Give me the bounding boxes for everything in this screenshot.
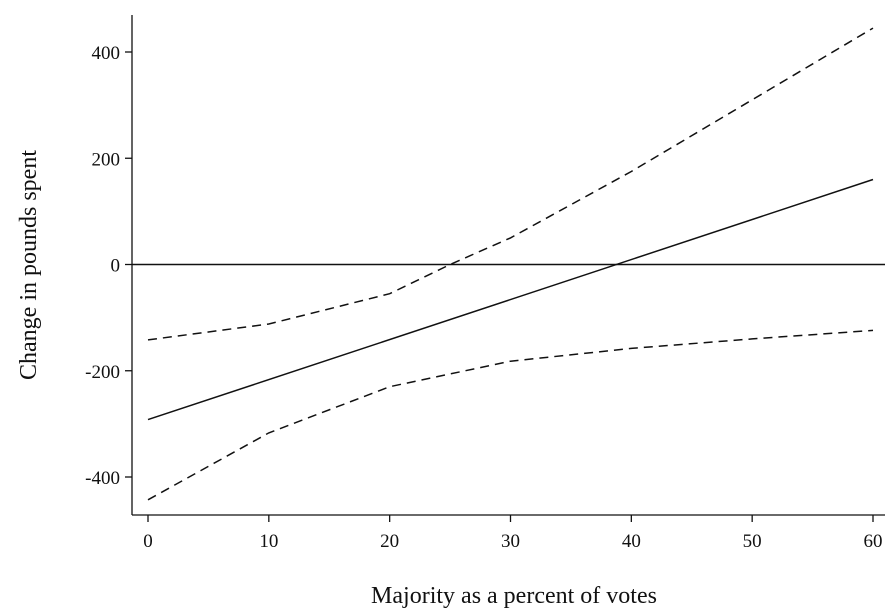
- x-axis-title: Majority as a percent of votes: [371, 583, 657, 609]
- x-axis-ticks: 0 10 20 30 40 50 60: [143, 515, 883, 552]
- y-tick-label: 0: [111, 256, 121, 277]
- series-group: [147, 27, 874, 501]
- x-tick-label: 20: [380, 531, 399, 552]
- x-tick-label: 40: [622, 531, 641, 552]
- lower-bound-line: [147, 329, 874, 501]
- y-axis-ticks: -400 -200 0 200 400: [85, 43, 132, 489]
- x-tick-label: 30: [501, 531, 520, 552]
- estimate-line: [147, 178, 874, 421]
- x-tick-label: 50: [743, 531, 762, 552]
- x-tick-label: 0: [143, 531, 153, 552]
- y-axis-title: Change in pounds spent: [16, 150, 42, 380]
- y-tick-label: 200: [92, 149, 121, 170]
- upper-bound-line: [147, 27, 874, 341]
- y-tick-label: -400: [85, 468, 120, 489]
- x-tick-label: 60: [864, 531, 883, 552]
- y-tick-label: 400: [92, 43, 121, 64]
- x-tick-label: 10: [259, 531, 278, 552]
- y-tick-label: -200: [85, 362, 120, 383]
